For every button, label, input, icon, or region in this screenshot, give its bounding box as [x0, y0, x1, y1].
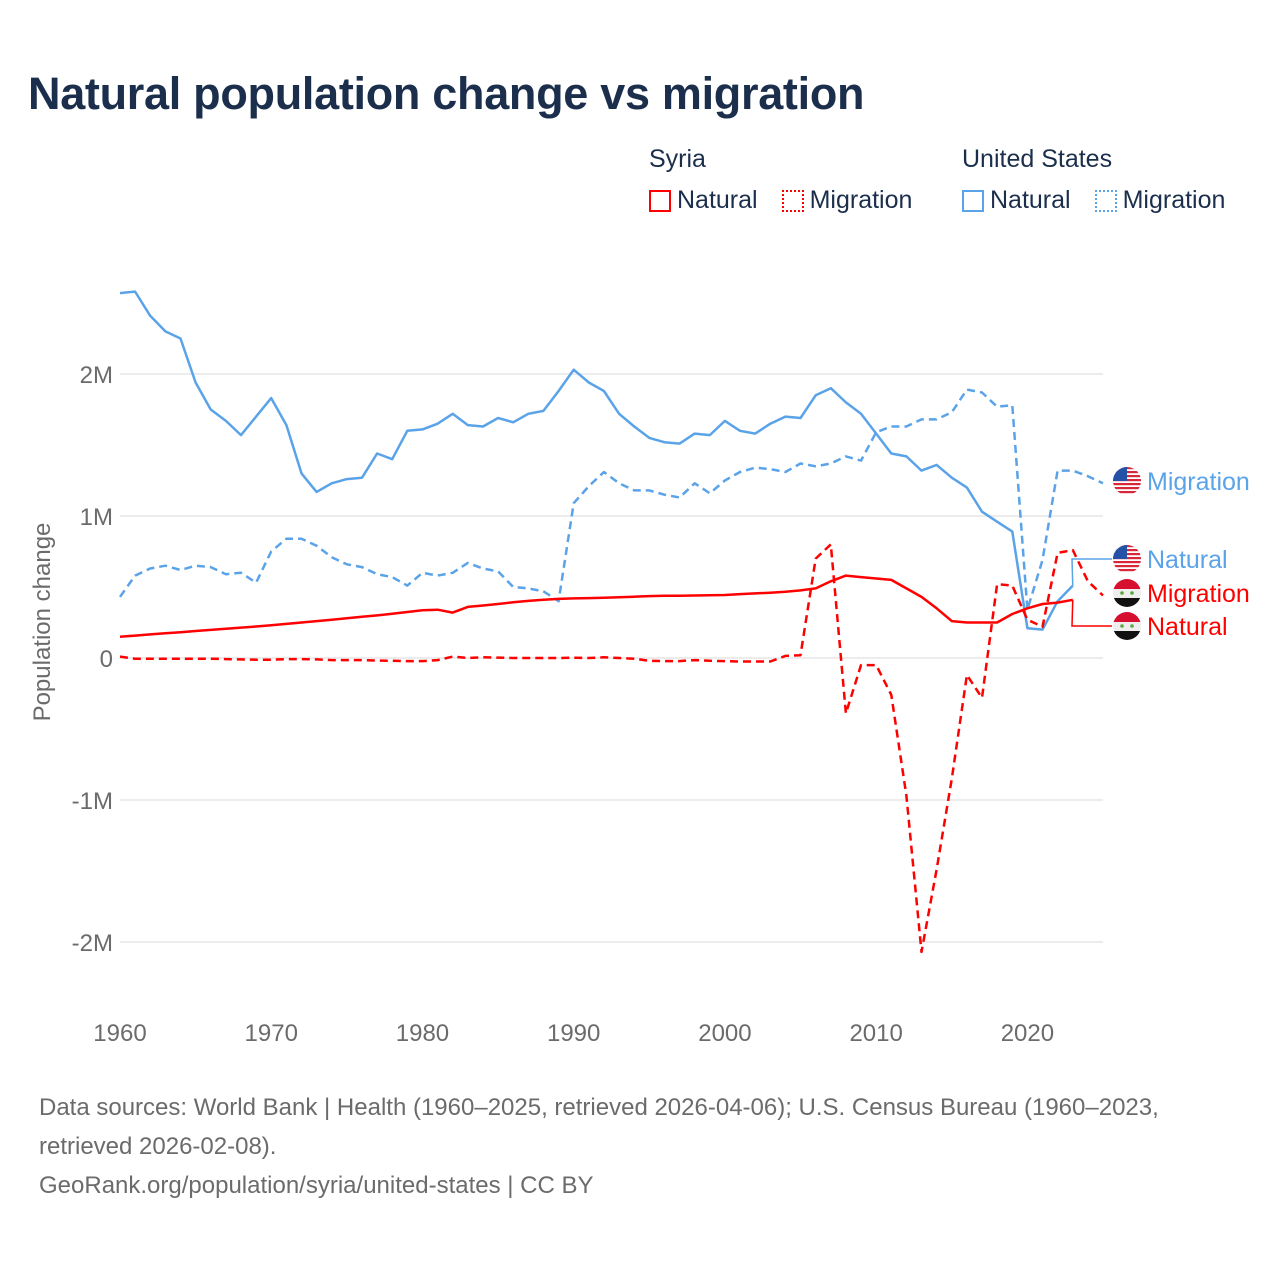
x-tick-label: 1990 [547, 1020, 600, 1047]
end-label-united-states-natural: Natural [1071, 545, 1228, 586]
legend-swatch-dotted [1094, 189, 1117, 212]
legend-group-name: Syria [649, 145, 706, 173]
series-line-syria-migration[interactable] [119, 543, 1104, 954]
end-label-syria-natural: Natural [1071, 599, 1228, 641]
y-axis-label: Population change [29, 523, 56, 722]
x-tick-label: 2000 [698, 1020, 751, 1047]
legend-syria: Syria Natural Migration [649, 145, 930, 215]
footer: Data sources: World Bank | Health (1960–… [39, 1088, 1249, 1205]
label-connector [1071, 599, 1112, 627]
y-tick-label: 0 [100, 646, 113, 673]
end-label-text: Migration [1147, 468, 1250, 496]
x-tick-label: 2020 [1001, 1020, 1054, 1047]
legend-group-name: United States [962, 145, 1113, 173]
y-tick-label: -2M [72, 930, 113, 957]
end-label-text: Natural [1147, 613, 1228, 641]
syria-flag-icon [1113, 579, 1141, 607]
legend-item-syria-migration[interactable]: Migration [781, 186, 913, 215]
end-label-text: Migration [1147, 580, 1250, 608]
chart-title: Natural population change vs migration [28, 68, 865, 119]
x-tick-label: 1960 [93, 1020, 146, 1047]
syria-flag-icon [1113, 612, 1141, 640]
us-flag-icon [1113, 545, 1141, 573]
x-tick-label: 1970 [245, 1020, 298, 1047]
legend-item-us-natural[interactable]: Natural [962, 186, 1071, 215]
legend-label: Natural [677, 186, 758, 214]
line-chart: Population change 2M 1M 0 -1M -2M 1960 1970 198… [29, 290, 1250, 1047]
data-sources: Data sources: World Bank | Health (1960–… [39, 1094, 1159, 1160]
end-label-text: Natural [1147, 546, 1228, 574]
legend-swatch-dotted [781, 189, 804, 212]
us-flag-icon [1113, 467, 1141, 495]
legend-united-states: United States Natural Migration [962, 145, 1225, 215]
legend-label: Migration [1122, 186, 1226, 214]
credit-link[interactable]: GeoRank.org/population/syria/united-stat… [39, 1172, 594, 1199]
x-tick-label: 2010 [849, 1020, 902, 1047]
y-tick-label: -1M [72, 788, 113, 815]
legend-item-us-migration[interactable]: Migration [1094, 186, 1226, 215]
series-line-syria-natural[interactable] [119, 574, 1074, 638]
label-connector [1071, 558, 1112, 586]
y-tick-label: 2M [80, 362, 113, 389]
end-label-united-states-migration: Migration [1113, 467, 1250, 496]
end-label-syria-migration: Migration [1113, 579, 1250, 608]
legend-label: Natural [990, 186, 1071, 214]
legend-item-syria-natural[interactable]: Natural [649, 186, 758, 215]
series-line-united-states-migration[interactable] [118, 388, 1104, 611]
x-tick-label: 1980 [396, 1020, 449, 1047]
y-tick-label: 1M [80, 504, 113, 531]
series-line-united-states-natural[interactable] [119, 290, 1074, 631]
legend-label: Migration [809, 186, 913, 214]
legend-swatch-solid [962, 189, 984, 212]
legend-swatch-solid [649, 189, 671, 212]
